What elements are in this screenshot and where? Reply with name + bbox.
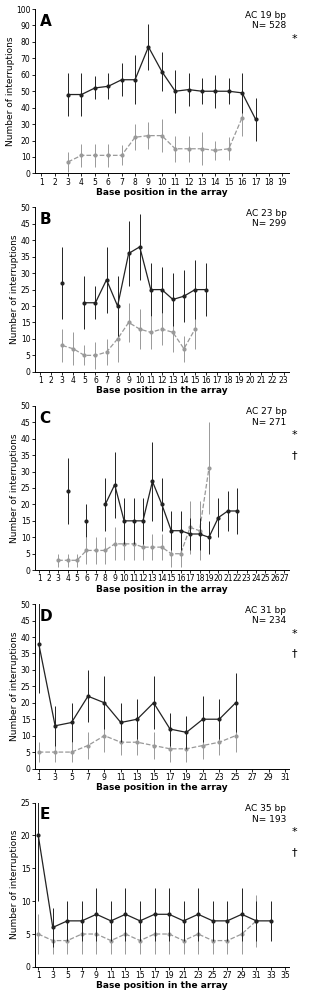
- X-axis label: Base position in the array: Base position in the array: [96, 783, 228, 792]
- Text: B: B: [40, 212, 51, 227]
- Text: E: E: [40, 808, 50, 823]
- Text: *: *: [292, 827, 297, 838]
- Text: *: *: [292, 628, 297, 638]
- Text: *: *: [292, 430, 297, 440]
- X-axis label: Base position in the array: Base position in the array: [96, 981, 228, 990]
- Text: †: †: [292, 450, 297, 460]
- Y-axis label: Number of interruptions: Number of interruptions: [10, 631, 19, 741]
- Text: AC 31 bp
N= 234: AC 31 bp N= 234: [246, 606, 286, 625]
- Text: AC 23 bp
N= 299: AC 23 bp N= 299: [246, 209, 286, 228]
- Text: D: D: [40, 610, 52, 624]
- Text: AC 19 bp
N= 528: AC 19 bp N= 528: [246, 11, 286, 30]
- X-axis label: Base position in the array: Base position in the array: [96, 386, 228, 395]
- Text: †: †: [292, 648, 297, 658]
- Y-axis label: Number of interruptions: Number of interruptions: [10, 433, 19, 543]
- Text: AC 35 bp
N= 193: AC 35 bp N= 193: [246, 804, 286, 824]
- Y-axis label: Number of interruptions: Number of interruptions: [6, 37, 15, 146]
- Text: *: *: [292, 34, 297, 44]
- Text: AC 27 bp
N= 271: AC 27 bp N= 271: [246, 407, 286, 427]
- Y-axis label: Number of interruptions: Number of interruptions: [10, 235, 19, 345]
- X-axis label: Base position in the array: Base position in the array: [96, 585, 228, 594]
- Text: A: A: [40, 14, 51, 29]
- X-axis label: Base position in the array: Base position in the array: [96, 188, 228, 197]
- Text: C: C: [40, 410, 51, 425]
- Y-axis label: Number of interruptions: Number of interruptions: [10, 830, 19, 939]
- Text: †: †: [292, 847, 297, 857]
